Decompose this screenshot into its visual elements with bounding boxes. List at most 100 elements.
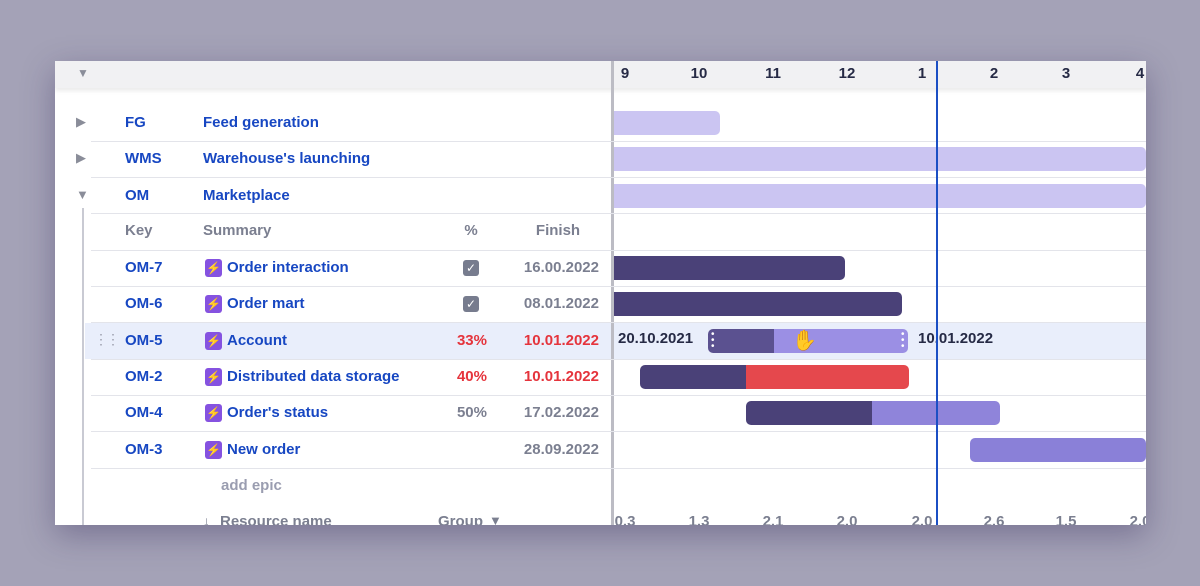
resource-load: 2.0 [911, 513, 933, 525]
column-header: Summary [203, 222, 272, 239]
resource-load: 2.0 [1129, 513, 1146, 525]
task-key[interactable]: OM-2 [125, 368, 163, 385]
column-header: Finish [535, 222, 581, 239]
month-label: 9 [620, 65, 630, 82]
grab-cursor: ✋ [792, 330, 817, 352]
bar-segment [640, 365, 746, 389]
task-summary[interactable]: Order's status [227, 404, 329, 421]
bar-segment [746, 365, 909, 389]
task-summary[interactable]: New order [227, 441, 301, 458]
month-label: 10 [690, 65, 708, 82]
today-line [936, 61, 938, 525]
sort-arrow: ↓ [203, 513, 210, 525]
group-summary[interactable]: Marketplace [203, 187, 290, 204]
header-bar [55, 61, 1146, 88]
month-label: 4 [1135, 65, 1145, 82]
column-header: Key [125, 222, 153, 239]
expand-arrow[interactable]: ▶ [76, 114, 86, 129]
task-bar[interactable]: • • • • • • [708, 329, 908, 353]
drag-end-label: 10.01.2022 [918, 330, 994, 347]
pane-divider [611, 61, 614, 525]
month-label: 1 [917, 65, 927, 82]
gantt-window: ▼ ⋮⋮ 910111212340.31.32.12.02.02.61.52.0… [55, 61, 1146, 525]
bar-segment [614, 292, 902, 316]
resource-name-header: Resource name [220, 513, 332, 525]
expand-arrow[interactable]: ▶ [76, 150, 86, 165]
task-key[interactable]: OM-3 [125, 441, 163, 458]
bar-segment [708, 329, 774, 353]
epic-icon: ⚡ [205, 295, 222, 313]
group-bar [614, 184, 1146, 208]
drag-start-label: 20.10.2021 [618, 330, 694, 347]
task-key[interactable]: OM-5 [125, 332, 163, 349]
task-summary[interactable]: Order mart [227, 295, 305, 312]
task-summary[interactable]: Order interaction [227, 259, 349, 276]
task-key[interactable]: OM-4 [125, 404, 163, 421]
task-key[interactable]: OM-6 [125, 295, 163, 312]
task-percent: 40% [456, 368, 487, 385]
bar-segment [746, 401, 872, 425]
row-separator [91, 177, 1146, 178]
group-key[interactable]: WMS [125, 150, 162, 167]
collapse-all[interactable]: ▼ [77, 66, 89, 80]
task-finish: 16.00.2022 [523, 259, 599, 276]
group-key[interactable]: OM [125, 187, 150, 204]
group-summary[interactable]: Warehouse's launching [203, 150, 371, 167]
task-finish: 08.01.2022 [523, 295, 599, 312]
epic-icon: ⚡ [205, 259, 222, 277]
task-summary[interactable]: Distributed data storage [227, 368, 400, 385]
row-separator [91, 395, 1146, 396]
epic-icon: ⚡ [205, 404, 222, 422]
resource-load: 0.3 [614, 513, 636, 525]
bar-segment [774, 329, 908, 353]
task-key[interactable]: OM-7 [125, 259, 163, 276]
row-separator [91, 250, 1146, 251]
filter-icon: ▼ [489, 513, 502, 525]
resource-load: 2.1 [762, 513, 784, 525]
column-header: % [464, 222, 478, 239]
month-label: 12 [838, 65, 856, 82]
row-separator [91, 213, 1146, 214]
group-header: Group [438, 513, 483, 525]
row-separator [91, 359, 1146, 360]
bar-segment [970, 438, 1146, 462]
tree-line [82, 208, 84, 525]
epic-icon: ⚡ [205, 332, 222, 350]
task-bar[interactable] [614, 256, 845, 280]
group-key[interactable]: FG [125, 114, 146, 131]
month-label: 2 [989, 65, 999, 82]
group-bar [614, 111, 720, 135]
bar-segment [614, 256, 845, 280]
row-separator [91, 322, 1146, 323]
done-checkbox: ✓ [463, 260, 479, 276]
done-checkbox: ✓ [463, 296, 479, 312]
task-bar[interactable] [640, 365, 909, 389]
resource-load: 2.0 [836, 513, 858, 525]
task-percent: 33% [456, 332, 487, 349]
task-finish: 28.09.2022 [523, 441, 599, 458]
group-summary[interactable]: Feed generation [203, 114, 319, 131]
task-percent: 50% [456, 404, 487, 421]
task-finish: 17.02.2022 [523, 404, 599, 421]
resize-handle[interactable]: • • • [901, 329, 905, 352]
resource-load: 2.6 [983, 513, 1005, 525]
group-bar [614, 147, 1146, 171]
collapse-arrow[interactable]: ▼ [76, 187, 89, 202]
resource-load: 1.5 [1055, 513, 1077, 525]
add-epic[interactable]: add epic [221, 477, 282, 494]
drag-handle[interactable]: ⋮⋮ [94, 331, 120, 347]
task-summary[interactable]: Account [227, 332, 287, 349]
row-separator [91, 431, 1146, 432]
row-separator [91, 468, 1146, 469]
row-highlight [85, 323, 1146, 359]
row-separator [91, 141, 1146, 142]
task-bar[interactable] [614, 292, 902, 316]
resize-handle[interactable]: • • • [711, 329, 715, 352]
task-bar[interactable] [970, 438, 1146, 462]
month-label: 11 [765, 65, 781, 82]
task-finish: 10.01.2022 [523, 368, 599, 385]
month-label: 3 [1061, 65, 1071, 82]
row-separator [91, 286, 1146, 287]
epic-icon: ⚡ [205, 441, 222, 459]
task-bar[interactable] [746, 401, 1000, 425]
